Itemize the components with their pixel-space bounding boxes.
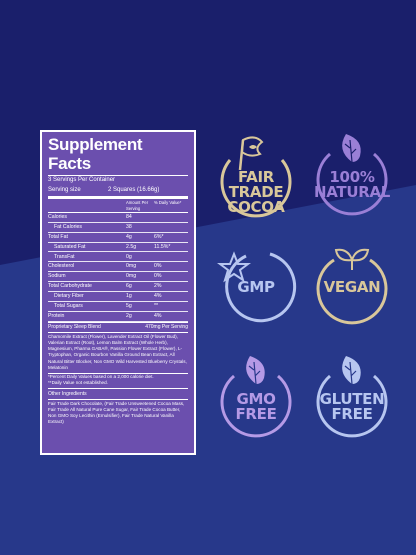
badge-line2: NATURAL (313, 183, 391, 201)
supplement-facts-panel: Supplement Facts 3 Servings Per Containe… (40, 130, 196, 455)
serving-size-label: Serving size (48, 186, 81, 193)
nutrient-name: Calories (48, 214, 68, 221)
nutrient-rows: Calories 84 Fat Calories 38 Total Fat 4g 6%* Sa… (48, 213, 188, 322)
nutrient-row: Calories 84 (48, 213, 188, 223)
nutrient-dv: 4% (154, 293, 162, 300)
footnote-dv: *Percent Daily Values based on a 2,000 c… (48, 373, 154, 379)
nutrient-dv: 2% (154, 283, 162, 290)
nutrient-row: Total Fat 4g 6%* (48, 233, 188, 243)
nutrient-name: Cholesterol (48, 263, 75, 270)
nutrient-name: Total Sugars (54, 302, 83, 309)
badge-line1: FAIR TRADE (228, 168, 284, 201)
other-ingredients: Fair Trade Dark Chocolate, (Fair Trade U… (48, 400, 185, 425)
badge-fair-trade-cocoa: FAIR TRADE COCOA (210, 130, 302, 222)
badge-vegan: VEGAN (306, 240, 398, 332)
nutrient-row: Saturated Fat 2.5g 11.5%* (48, 243, 188, 253)
nutrient-amount: 2g (126, 312, 132, 319)
nutrient-dv: ** (154, 302, 159, 309)
nutrient-row: Sodium 0mg 0% (48, 272, 188, 282)
serving-size-value: 2 Squares (16.66g) (108, 186, 160, 193)
other-ingredients-label: Other Ingredients (48, 390, 87, 397)
nutrient-name: Dietary Fiber (54, 293, 84, 300)
nutrient-amount: 38 (126, 223, 132, 230)
nutrient-amount: 4g (126, 233, 132, 240)
servings-per-container: 3 Servings Per Container (48, 177, 116, 184)
badge-label: VEGAN (323, 278, 381, 296)
nutrient-amount: 0mg (126, 273, 137, 280)
nutrient-amount: 5g (126, 302, 132, 309)
footnote-not-established: **Daily Value not established. (48, 380, 108, 386)
blend-row: Proprietary Sleep Blend 470mg Per Servin… (48, 323, 188, 332)
badge-line1: GMO (236, 390, 276, 408)
star-icon (217, 251, 297, 323)
badge-100-natural: 100% NATURAL (306, 130, 398, 222)
amount-header: Amount Per Serving (126, 200, 149, 211)
nutrient-amount: 1g (126, 293, 132, 300)
nutrient-amount: 0mg (126, 263, 137, 270)
nutrient-row: Protein 2g 4% (48, 312, 188, 322)
leaf-icon (220, 356, 292, 438)
flag-leaf-icon (220, 136, 292, 218)
nutrient-row: Total Sugars 5g ** (48, 302, 188, 312)
blend-name: Proprietary Sleep Blend (48, 324, 101, 330)
nutrient-amount: 2.5g (126, 243, 137, 250)
nutrient-dv: 11.5%* (154, 243, 171, 250)
badge-label: FAIR TRADE COCOA (210, 170, 302, 215)
nutrient-row: Dietary Fiber 1g 4% (48, 292, 188, 302)
leaf-icon (316, 356, 388, 438)
badge-line1: 100% (329, 168, 375, 186)
nutrient-name: TransFat (54, 253, 75, 260)
facts-title: Supplement Facts (48, 135, 143, 173)
facts-column-header: Amount Per Serving % Daily Value* (48, 199, 188, 212)
nutrient-name: Fat Calories (54, 223, 82, 230)
blend-ingredients: Chamomile Extract (Flower), Lavender Ext… (48, 333, 187, 370)
nutrient-name: Sodium (48, 273, 66, 280)
nutrient-name: Protein (48, 312, 65, 319)
nutrient-amount: 84 (126, 214, 132, 221)
nutrient-name: Total Fat (48, 233, 68, 240)
serving-size: Serving size 2 Squares (16.66g) (48, 186, 188, 197)
nutrient-row: TransFat 0g (48, 252, 188, 263)
nutrient-row: Total Carbohydrate 6g 2% (48, 282, 188, 292)
badge-label: 100% NATURAL (306, 170, 398, 200)
badge-line2: FREE (331, 405, 373, 423)
badge-gluten-free: GLUTEN FREE (306, 352, 398, 444)
badge-label: GMO FREE (210, 392, 302, 422)
badge-line2: FREE (235, 405, 277, 423)
badge-label: GLUTEN FREE (306, 392, 398, 422)
nutrient-row: Cholesterol 0mg 0% (48, 262, 188, 273)
badge-line2: COCOA (227, 198, 285, 216)
nutrient-amount: 0g (126, 253, 132, 260)
nutrient-amount: 6g (126, 283, 132, 290)
dv-header: % Daily Value* (154, 200, 182, 206)
nutrient-name: Saturated Fat (54, 243, 86, 250)
other-ingredients-header: Other Ingredients (48, 389, 188, 398)
nutrient-row: Fat Calories 38 (48, 223, 188, 233)
badge-line1: GLUTEN (319, 390, 385, 408)
sprout-icon (316, 248, 388, 325)
leaf-icon (316, 134, 388, 216)
badge-label: GMP (237, 278, 275, 296)
badge-gmo-free: GMO FREE (210, 352, 302, 444)
badge-gmp: GMP (210, 240, 302, 332)
nutrient-name: Total Carbohydrate (48, 283, 92, 290)
nutrient-dv: 0% (154, 273, 162, 280)
nutrient-dv: 0% (154, 263, 162, 270)
nutrient-dv: 6%* (154, 233, 164, 240)
blend-amount: 470mg Per Serving (145, 324, 188, 330)
nutrient-dv: 4% (154, 312, 162, 319)
